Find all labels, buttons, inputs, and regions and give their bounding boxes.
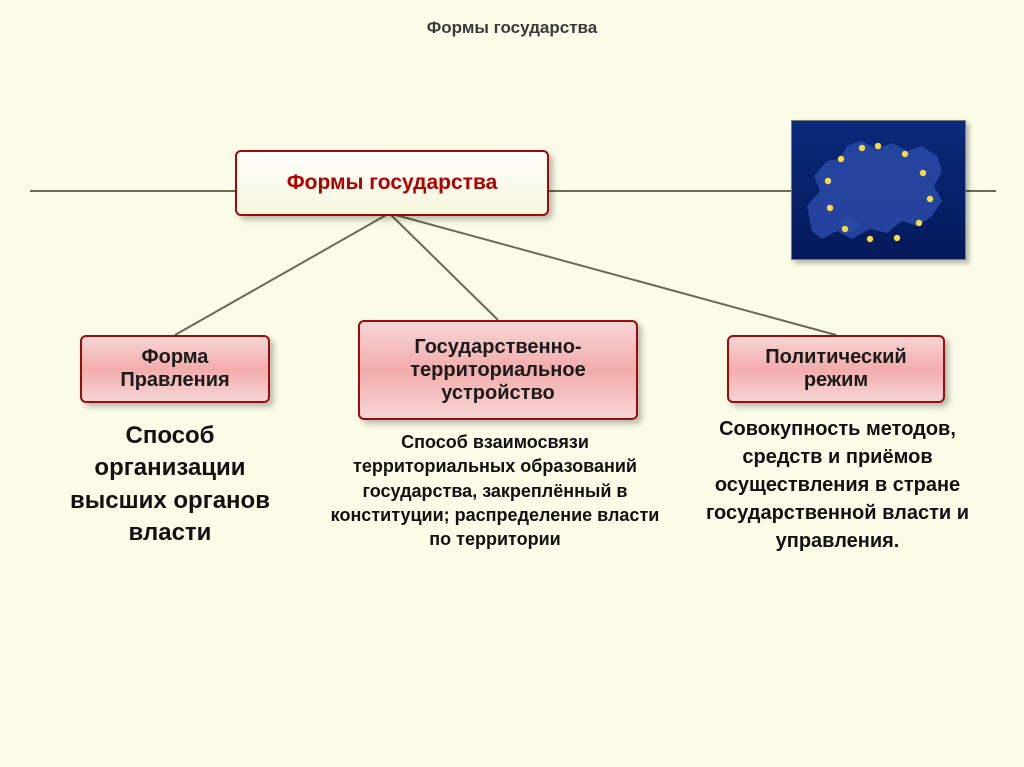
page-title: Формы государства [0,0,1024,38]
eu-map-image [791,120,966,260]
root-node: Формы государства [235,150,549,216]
branch-label: Государственно-территориальноеустройство [410,336,585,405]
root-label: Формы государства [287,171,498,195]
branch-desc-territorial-structure: Способ взаимосвязи территориальных образ… [330,430,660,551]
branch-box-political-regime: Политическийрежим [727,335,945,403]
branch-desc-political-regime: Совокупность методов, средств и приёмов … [705,415,970,555]
slide: Формы государства Формы государства Форм… [0,0,1024,767]
branch-label: ФормаПравления [120,346,229,392]
branch-box-form-of-government: ФормаПравления [80,335,270,403]
branch-desc-form-of-government: Способ организации высших органов власти [55,420,285,550]
branch-box-territorial-structure: Государственно-территориальноеустройство [358,320,638,420]
branch-label: Политическийрежим [765,346,906,392]
